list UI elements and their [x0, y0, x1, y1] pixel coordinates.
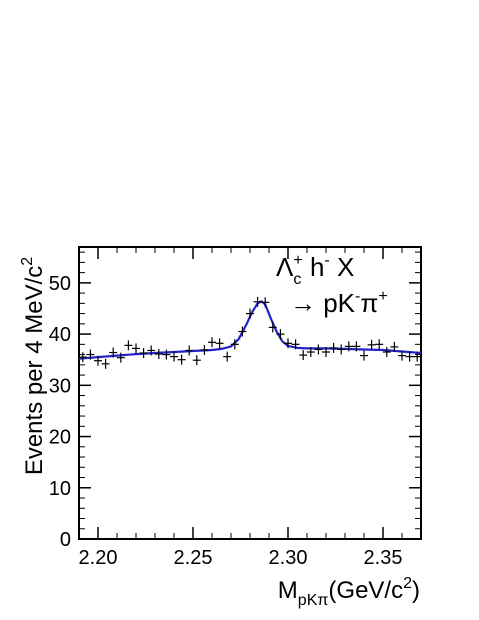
annotation-x: X [330, 252, 355, 282]
data-point [109, 347, 118, 358]
data-point [230, 339, 239, 350]
annotation-arrow-pk: → pK [290, 288, 356, 318]
data-point [291, 339, 300, 350]
data-point [78, 352, 87, 363]
data-point [86, 349, 95, 360]
x-tick-label: 2.35 [364, 547, 403, 569]
data-point [185, 345, 194, 356]
data-point [116, 352, 125, 363]
data-point [208, 337, 216, 348]
data-point [223, 351, 232, 362]
data-point [344, 341, 353, 352]
y-tick-label: 20 [49, 427, 71, 449]
x-axis-title-sup: 2 [403, 575, 412, 592]
y-tick-label: 0 [60, 529, 71, 551]
x-axis-title: MpKπ(GeV/c2) [278, 575, 420, 609]
data-point [215, 338, 224, 349]
data-point [124, 340, 133, 351]
data-point [147, 345, 156, 356]
data-point [276, 329, 285, 340]
data-point [177, 354, 186, 365]
x-axis-title-rest: (GeV/c [328, 577, 403, 604]
annotation-line-2: → pK-π+ [290, 288, 388, 318]
y-tick-label: 50 [49, 273, 71, 295]
x-axis-title-main: M [278, 577, 298, 604]
data-point [367, 339, 376, 350]
annotation-line-1: Λc + h- X [276, 252, 354, 288]
annotation-lambda-sub: c [293, 271, 301, 288]
y-tick-label: 40 [49, 324, 71, 346]
annotation-pi-sup: + [378, 288, 387, 305]
data-point [413, 351, 422, 362]
data-point [284, 338, 292, 349]
y-tick-label: 30 [49, 375, 71, 397]
x-axis-title-sub: pKπ [298, 592, 329, 609]
data-point [390, 341, 399, 352]
data-point [360, 350, 368, 361]
x-tick-label: 2.25 [174, 547, 213, 569]
data-point [382, 347, 391, 358]
x-axis-title-close: ) [412, 577, 420, 604]
annotation-h-sup: - [324, 252, 329, 269]
data-point [253, 296, 262, 307]
annotation-k-sup: - [355, 288, 360, 305]
data-point [261, 297, 270, 308]
y-tick-label: 10 [49, 478, 71, 500]
x-tick-label: 2.30 [269, 547, 308, 569]
data-point [101, 358, 110, 369]
data-point [200, 344, 209, 355]
y-axis-title-sup: 2 [19, 257, 36, 266]
data-point [337, 344, 346, 355]
annotation-pi: π [360, 288, 378, 318]
data-point [398, 350, 406, 361]
data-point [139, 348, 148, 359]
data-point [314, 344, 323, 355]
data-point [192, 355, 201, 366]
data-point [268, 322, 277, 333]
data-point [246, 308, 254, 319]
data-point [306, 347, 315, 358]
data-point [329, 342, 338, 353]
data-point [405, 351, 414, 362]
annotation-lambda-sup: + [293, 252, 302, 269]
data-point [238, 326, 247, 337]
y-axis-title: Events per 4 MeV/c2 [19, 257, 48, 475]
data-point [352, 341, 361, 352]
data-point [154, 349, 163, 360]
data-point [162, 349, 171, 360]
data-point [299, 350, 308, 361]
data-point [375, 339, 384, 350]
x-tick-label: 2.20 [79, 547, 118, 569]
data-point [322, 347, 330, 358]
annotation-h: h [303, 252, 325, 282]
data-point [170, 351, 178, 362]
annotation-lambda: Λ [276, 252, 294, 282]
data-point [94, 355, 102, 366]
data-point [132, 343, 140, 354]
y-axis-title-main: Events per 4 MeV/c [21, 266, 48, 475]
